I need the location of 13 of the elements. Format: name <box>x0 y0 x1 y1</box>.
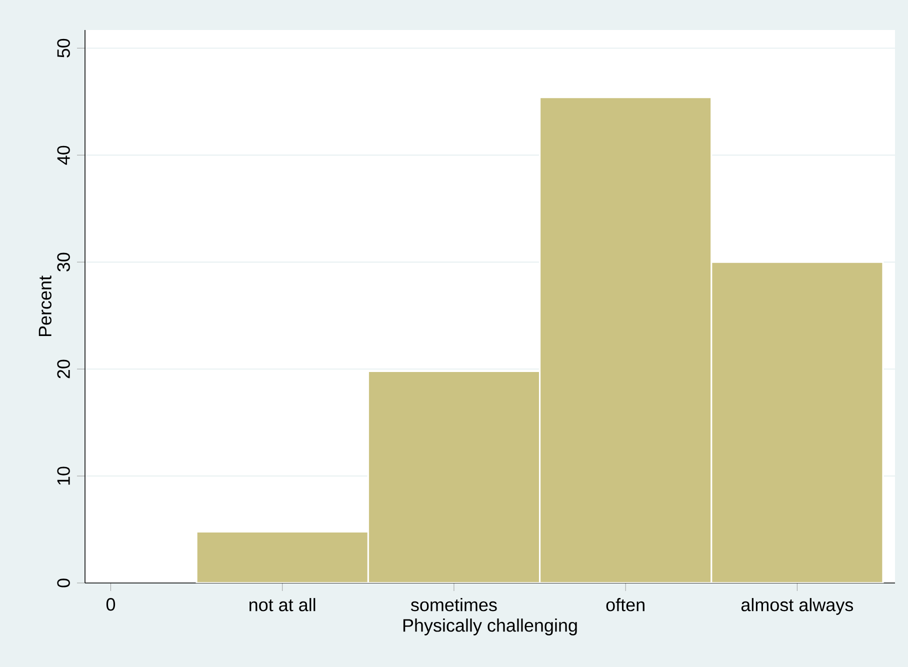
y-tick-label: 40 <box>57 146 70 165</box>
x-tick-label: 0 <box>106 598 116 611</box>
x-tick-label: sometimes <box>410 598 497 612</box>
y-tick-label: 50 <box>57 38 70 58</box>
y-tick-label: 0 <box>57 578 70 588</box>
y-axis-title: Percent <box>38 276 52 336</box>
y-tick-label: 10 <box>57 466 70 485</box>
x-axis-title: Physically challenging <box>403 618 577 636</box>
y-tick-label: 20 <box>57 360 70 378</box>
y-tick-label: 30 <box>57 252 70 272</box>
x-tick-label: not at all <box>250 598 316 612</box>
x-tick-label: almost always <box>741 598 854 615</box>
x-tick-label: often <box>606 598 644 612</box>
